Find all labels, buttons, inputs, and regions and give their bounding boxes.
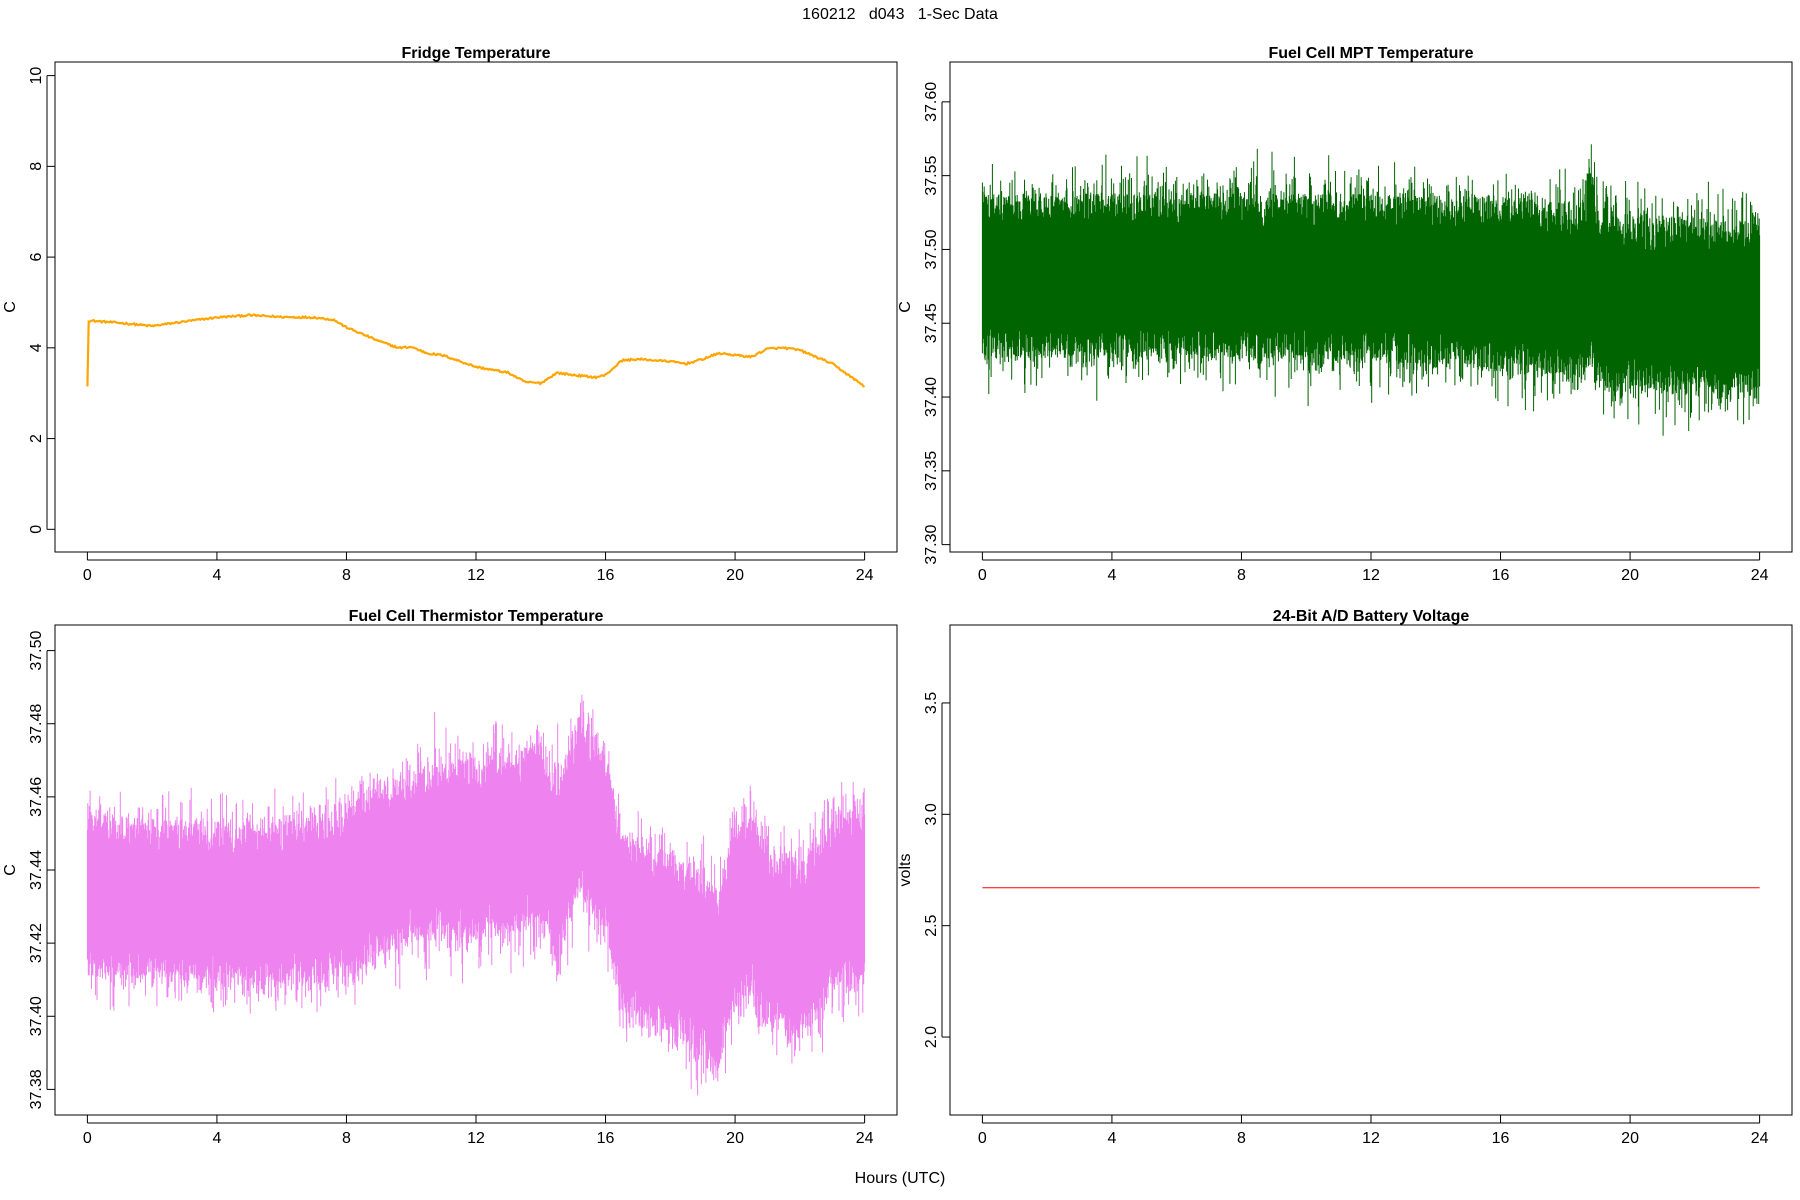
y-tick-label: 37.30	[923, 525, 940, 565]
x-tick-label: 12	[467, 1130, 485, 1147]
x-tick-label: 0	[83, 1130, 92, 1147]
x-tick-label: 16	[597, 1130, 615, 1147]
plot-frame	[54, 61, 898, 553]
x-tick-label: 8	[1237, 567, 1246, 584]
x-tick-label: 16	[1492, 567, 1510, 584]
x-tick-label: 8	[342, 567, 351, 584]
page-title: 160212 d043 1-Sec Data	[802, 6, 998, 23]
y-axis-label: volts	[897, 854, 914, 887]
y-tick-label: 37.45	[923, 303, 940, 343]
y-tick-label: 37.38	[28, 1069, 45, 1109]
chart-title: Fridge Temperature	[401, 45, 550, 62]
x-tick-label: 8	[1237, 1130, 1246, 1147]
x-tick-label: 20	[1621, 567, 1639, 584]
x-tick-label: 4	[212, 1130, 221, 1147]
x-tick-label: 0	[978, 1130, 987, 1147]
y-tick-label: 37.46	[28, 777, 45, 817]
y-tick-label: 37.55	[923, 156, 940, 196]
data-series	[86, 694, 866, 1096]
x-tick-label: 12	[467, 567, 485, 584]
x-tick-label: 0	[83, 567, 92, 584]
y-tick-label: 4	[28, 343, 45, 352]
x-tick-label: 12	[1362, 1130, 1380, 1147]
series-line	[86, 313, 866, 388]
x-tick-label: 20	[1621, 1130, 1639, 1147]
y-tick-label: 37.44	[28, 850, 45, 890]
data-series	[86, 313, 866, 388]
x-tick-label: 20	[726, 1130, 744, 1147]
y-tick-label: 2	[28, 434, 45, 443]
chart-title: Fuel Cell MPT Temperature	[1268, 45, 1473, 62]
x-tick-label: 24	[856, 567, 874, 584]
y-axis-label: C	[2, 864, 19, 876]
y-tick-label: 0	[28, 525, 45, 534]
x-axis-caption: Hours (UTC)	[854, 1170, 946, 1187]
y-tick-label: 37.35	[923, 451, 940, 491]
x-tick-label: 8	[342, 1130, 351, 1147]
x-tick-label: 12	[1362, 567, 1380, 584]
x-tick-label: 4	[1107, 1130, 1116, 1147]
y-tick-label: 37.60	[923, 82, 940, 122]
series-core	[982, 187, 1760, 359]
chart-panel-mpt: Fuel Cell MPT Temperature C 0 4 8 12 16 20 24 37.…	[897, 45, 1793, 584]
x-tick-label: 16	[1492, 1130, 1510, 1147]
chart-panel-battery: 24-Bit A/D Battery Voltage volts 0 4 8 12 16 20…	[897, 608, 1793, 1147]
y-tick-label: 37.48	[28, 704, 45, 744]
y-tick-label: 37.40	[28, 996, 45, 1036]
y-tick-label: 3.0	[923, 803, 940, 825]
series-core	[87, 756, 865, 1031]
y-tick-label: 2.5	[923, 914, 940, 936]
x-tick-label: 4	[212, 567, 221, 584]
x-tick-label: 24	[856, 1130, 874, 1147]
y-tick-label: 6	[28, 253, 45, 262]
chart-panel-thermistor: Fuel Cell Thermistor Temperature C 0 4 8 12 16…	[2, 608, 898, 1147]
x-tick-label: 20	[726, 567, 744, 584]
y-tick-label: 37.50	[923, 229, 940, 269]
chart-title: 24-Bit A/D Battery Voltage	[1273, 608, 1470, 625]
x-tick-label: 16	[597, 567, 615, 584]
y-axis-label: C	[2, 301, 19, 313]
y-tick-label: 37.50	[28, 630, 45, 670]
y-axis-label: C	[897, 301, 914, 313]
y-tick-label: 3.5	[923, 692, 940, 714]
x-tick-label: 24	[1751, 567, 1769, 584]
x-tick-label: 0	[978, 567, 987, 584]
x-tick-label: 4	[1107, 567, 1116, 584]
chart-title: Fuel Cell Thermistor Temperature	[349, 608, 604, 625]
y-tick-label: 37.42	[28, 923, 45, 963]
x-tick-label: 24	[1751, 1130, 1769, 1147]
y-tick-label: 2.0	[923, 1026, 940, 1048]
data-series	[981, 144, 1761, 436]
y-tick-label: 37.40	[923, 377, 940, 417]
y-tick-label: 10	[28, 67, 45, 85]
y-tick-label: 8	[28, 162, 45, 171]
plot-frame	[949, 624, 1793, 1116]
